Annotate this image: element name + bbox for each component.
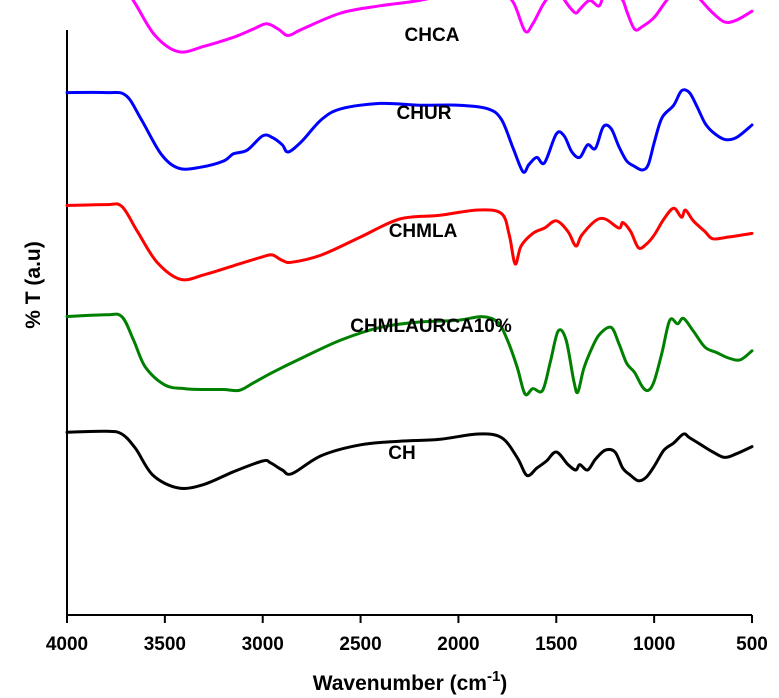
series-line-chur	[65, 88, 754, 174]
plot-area	[66, 30, 752, 616]
x-tick-label: 4000	[46, 634, 88, 655]
series-label-chmla: CHMLA	[389, 221, 458, 242]
series-label-chca: CHCA	[405, 25, 460, 46]
series-labels: CHCA CHUR CHMLA CHMLAURCA10% CH	[350, 25, 512, 464]
x-axis-title-superscript: -1	[487, 668, 500, 685]
series-line-chmla	[65, 202, 754, 282]
x-axis-title: Wavenumber (cm-1)	[313, 668, 508, 695]
x-axis-ticks: 4000 3500 3000 2500 2000 1500 1000 500	[46, 615, 768, 655]
series-label-chur: CHUR	[397, 103, 452, 124]
x-tick-label: 3000	[242, 634, 284, 655]
x-tick-label: 1500	[535, 634, 577, 655]
series-label-ch: CH	[388, 443, 415, 464]
x-tick-label: 2000	[437, 634, 479, 655]
x-tick-label: 2500	[339, 634, 381, 655]
x-tick-label: 500	[736, 634, 768, 655]
series-curves	[65, 0, 754, 490]
series-line-chmlaurca10-	[65, 312, 754, 397]
x-tick-label: 1000	[633, 634, 675, 655]
series-line-ch	[65, 429, 754, 490]
x-axis-title-main: Wavenumber (cm	[313, 672, 487, 695]
series-label-chmlaurca10-: CHMLAURCA10%	[350, 316, 512, 337]
x-axis-title-close: )	[500, 672, 507, 695]
y-axis-title: % T (a.u)	[22, 241, 45, 329]
series-line-chca	[131, 0, 754, 54]
x-tick-label: 3500	[144, 634, 186, 655]
